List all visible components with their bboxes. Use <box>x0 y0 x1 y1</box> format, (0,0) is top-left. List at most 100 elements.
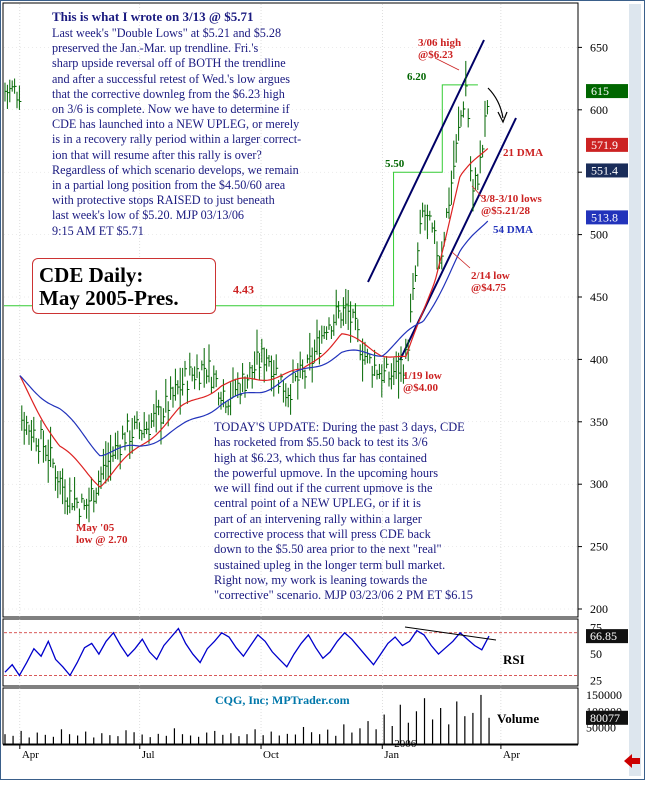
price-bar <box>347 289 351 330</box>
price-bar <box>333 314 336 336</box>
level-label-620: 6.20 <box>407 71 427 83</box>
price-bar <box>330 326 334 340</box>
chart-title-line1: CDE Daily: <box>39 263 144 287</box>
price-bar <box>422 202 425 218</box>
price-bar <box>98 470 101 496</box>
price-bar <box>354 303 358 331</box>
price-bar <box>203 348 207 388</box>
price-bar <box>117 430 120 460</box>
price-bar <box>42 430 46 463</box>
price-bar <box>450 170 454 205</box>
price-bar <box>93 490 96 513</box>
price-bar <box>254 351 257 380</box>
rsi-line <box>4 627 490 677</box>
price-bar <box>434 220 437 245</box>
annot-may05-low-line1: May '05 <box>76 522 115 534</box>
price-bar <box>213 365 216 389</box>
price-bar <box>177 380 180 395</box>
price-bar <box>62 468 65 505</box>
price-bar <box>201 360 204 371</box>
chart-title-box: CDE Daily: May 2005-Pres. <box>32 258 216 314</box>
price-bar <box>95 487 99 504</box>
last-value-badge-text: 551.4 <box>591 163 618 177</box>
price-bar <box>246 374 250 389</box>
price-bar <box>218 392 221 406</box>
price-bar <box>220 391 223 410</box>
price-bar <box>119 444 123 470</box>
price-bar <box>162 408 166 424</box>
price-bar <box>251 364 255 389</box>
rsi-label: RSI <box>503 652 525 667</box>
price-bar <box>429 210 432 221</box>
annot-0214-pointer <box>451 251 471 269</box>
price-bar <box>38 438 41 464</box>
price-bar <box>225 401 228 414</box>
price-bar <box>57 471 60 499</box>
price-bar <box>146 421 149 435</box>
volume-badge <box>586 710 628 725</box>
x-year-label: 2006 <box>394 738 417 750</box>
chart-title-line2: May 2005-Pres. <box>39 286 179 310</box>
price-bar <box>417 242 420 267</box>
price-bar <box>40 420 43 440</box>
price-bar <box>141 430 144 441</box>
price-bar <box>143 412 147 439</box>
level-label-550: 5.50 <box>385 158 405 170</box>
price-bar <box>33 416 36 443</box>
price-bar <box>122 425 125 440</box>
volume-tick-label: 150000 <box>586 688 622 702</box>
price-bar <box>107 442 111 482</box>
price-bar <box>369 353 372 364</box>
level-label-443: 4.43 <box>233 283 254 297</box>
price-bar <box>11 80 15 92</box>
price-bar <box>174 368 178 401</box>
price-bar <box>357 319 360 343</box>
price-bar <box>182 367 185 396</box>
price-bar <box>21 405 24 431</box>
price-bar <box>23 411 27 445</box>
price-bar <box>100 466 103 489</box>
price-bar <box>390 363 394 390</box>
price-bar <box>138 422 142 440</box>
back-arrow-icon[interactable] <box>624 754 640 768</box>
price-bar <box>126 413 130 433</box>
annot-0119-low-line1: 1/19 low <box>403 370 442 382</box>
volume-panel-border <box>2 687 579 745</box>
price-bar <box>208 344 211 383</box>
price-bar <box>198 371 202 391</box>
price-bar <box>458 106 461 141</box>
price-bar <box>340 312 343 329</box>
price-bar <box>191 367 195 382</box>
annot-0306-high-line2: @$6.23 <box>418 49 453 61</box>
price-bar <box>86 498 89 519</box>
price-bar <box>359 344 363 361</box>
price-bar <box>16 91 19 109</box>
annot-0306-high-line1: 3/06 high <box>418 37 461 49</box>
price-panel-border <box>2 2 579 618</box>
annot-0308-lows-line1: 3/8-3/10 lows <box>481 193 543 205</box>
price-bar <box>261 338 264 363</box>
price-bar <box>64 479 67 515</box>
price-bar <box>258 352 262 380</box>
price-bar <box>371 365 375 388</box>
price-bar <box>470 156 473 182</box>
last-value-badge <box>586 210 628 225</box>
price-bar <box>45 444 48 462</box>
price-bar <box>6 84 10 109</box>
price-bar <box>282 379 286 403</box>
price-bar <box>244 376 247 398</box>
price-bar <box>134 415 137 430</box>
price-bar <box>30 420 34 451</box>
price-bar <box>153 404 156 427</box>
price-bar <box>18 85 22 110</box>
price-bar <box>410 293 413 323</box>
price-bar <box>28 424 31 445</box>
price-bar <box>280 373 283 381</box>
price-bar <box>59 470 63 495</box>
price-bar <box>431 222 435 233</box>
price-bar <box>426 204 430 240</box>
price-bar <box>402 364 406 384</box>
rsi-badge-text: 66.85 <box>590 629 617 643</box>
